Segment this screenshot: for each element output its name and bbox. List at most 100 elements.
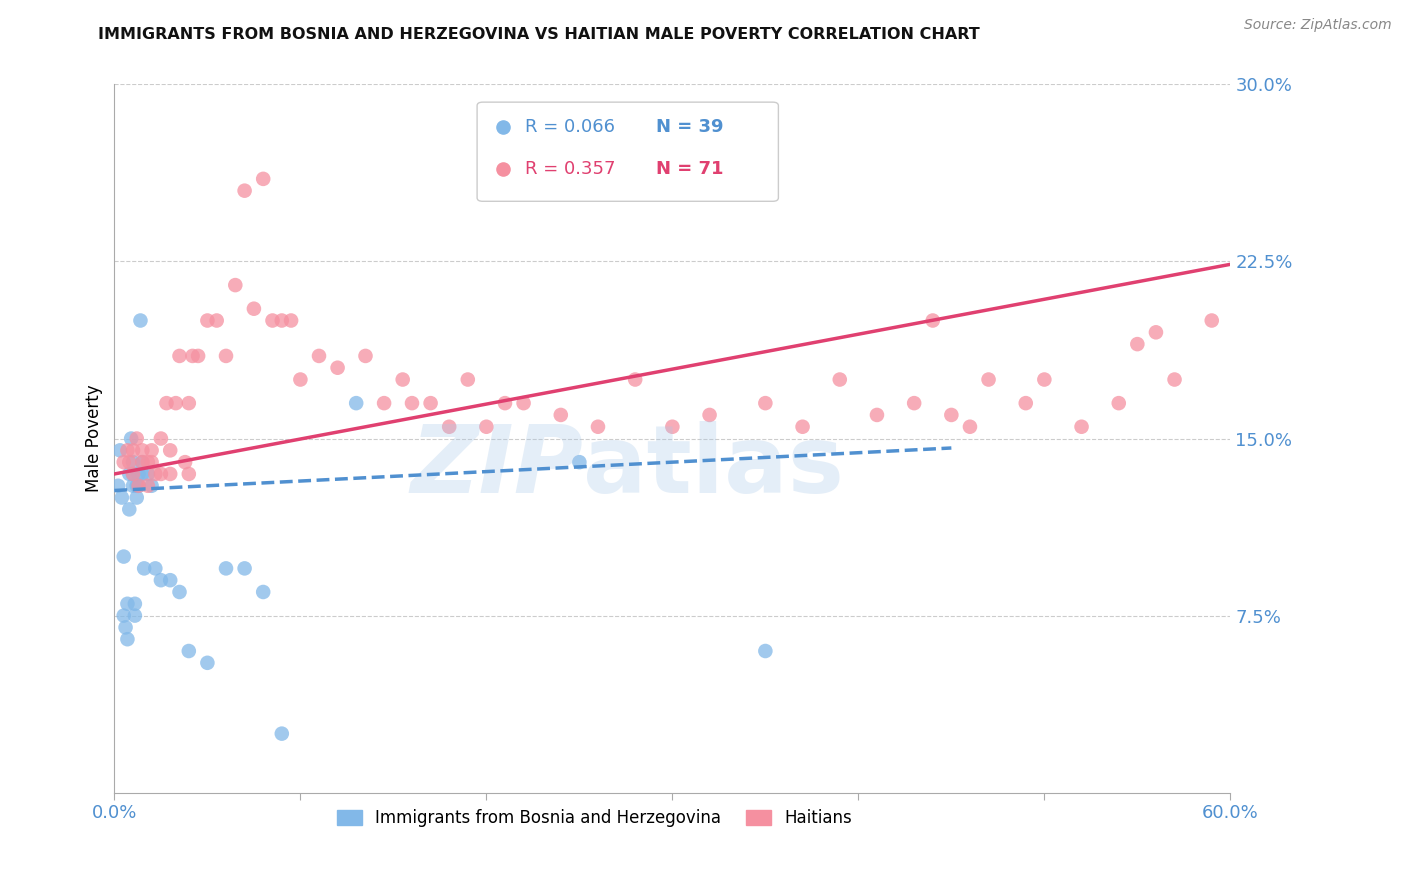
Point <box>124 597 146 611</box>
Point <box>118 455 141 469</box>
Point <box>699 408 721 422</box>
Point <box>419 396 441 410</box>
Point <box>866 408 889 422</box>
Point <box>122 467 145 481</box>
Point <box>457 372 479 386</box>
Point <box>136 479 159 493</box>
Point <box>326 360 349 375</box>
Point <box>959 419 981 434</box>
Point <box>134 561 156 575</box>
Point <box>155 396 177 410</box>
Text: Source: ZipAtlas.com: Source: ZipAtlas.com <box>1244 18 1392 32</box>
Point <box>475 419 498 434</box>
Point <box>141 455 163 469</box>
Point <box>128 467 150 481</box>
Y-axis label: Male Poverty: Male Poverty <box>86 384 103 492</box>
Point <box>1108 396 1130 410</box>
Point <box>977 372 1000 386</box>
Point <box>1070 419 1092 434</box>
Point <box>1163 372 1185 386</box>
Point <box>117 597 139 611</box>
Point <box>177 644 200 658</box>
Point <box>136 455 159 469</box>
Text: R = 0.066: R = 0.066 <box>524 118 614 136</box>
Point <box>290 372 312 386</box>
Point <box>149 573 172 587</box>
Text: ZIP: ZIP <box>411 421 583 513</box>
Point <box>143 467 166 481</box>
Point <box>169 349 191 363</box>
Point <box>494 396 516 410</box>
Point <box>921 313 943 327</box>
Point <box>108 443 131 458</box>
Point <box>149 432 172 446</box>
Point <box>252 585 274 599</box>
Point <box>550 408 572 422</box>
Point <box>1033 372 1056 386</box>
Point <box>122 467 145 481</box>
Point <box>252 172 274 186</box>
Point <box>174 455 197 469</box>
Point <box>159 573 181 587</box>
Point <box>187 349 209 363</box>
Text: R = 0.357: R = 0.357 <box>524 161 616 178</box>
Point <box>114 620 136 634</box>
Point <box>143 561 166 575</box>
Point <box>165 396 187 410</box>
Point <box>280 313 302 327</box>
Text: N = 39: N = 39 <box>655 118 723 136</box>
Point <box>136 467 159 481</box>
Point <box>125 479 148 493</box>
Point <box>270 313 292 327</box>
Point <box>624 372 647 386</box>
Point <box>131 455 153 469</box>
Point <box>941 408 963 422</box>
Point <box>262 313 284 327</box>
Point <box>1126 337 1149 351</box>
Point <box>308 349 330 363</box>
Point <box>1144 326 1167 340</box>
Point <box>131 455 153 469</box>
FancyBboxPatch shape <box>477 103 779 202</box>
Point <box>125 491 148 505</box>
Point <box>128 479 150 493</box>
Point <box>131 443 153 458</box>
Point <box>792 419 814 434</box>
Point <box>224 278 246 293</box>
Point <box>1201 313 1223 327</box>
Legend: Immigrants from Bosnia and Herzegovina, Haitians: Immigrants from Bosnia and Herzegovina, … <box>330 803 859 834</box>
Point <box>828 372 851 386</box>
Point <box>661 419 683 434</box>
Point <box>122 443 145 458</box>
Point <box>131 467 153 481</box>
Point <box>373 396 395 410</box>
Point <box>344 396 367 410</box>
Point <box>197 313 219 327</box>
Point <box>233 184 256 198</box>
Point <box>159 467 181 481</box>
Point <box>129 313 152 327</box>
Point <box>437 419 460 434</box>
Point <box>112 608 135 623</box>
Point <box>141 443 163 458</box>
Point <box>181 349 204 363</box>
Point <box>233 561 256 575</box>
Point <box>215 349 238 363</box>
Point <box>903 396 925 410</box>
Point <box>120 432 142 446</box>
Point <box>512 396 534 410</box>
Point <box>112 455 135 469</box>
Point <box>568 455 591 469</box>
Point <box>159 443 181 458</box>
Point <box>754 396 776 410</box>
Point <box>391 372 413 386</box>
Point <box>243 301 266 316</box>
Point <box>401 396 423 410</box>
Point <box>117 632 139 647</box>
Point <box>169 585 191 599</box>
Text: atlas: atlas <box>583 421 844 513</box>
Point <box>270 726 292 740</box>
Point <box>117 443 139 458</box>
Point <box>177 467 200 481</box>
Point <box>215 561 238 575</box>
